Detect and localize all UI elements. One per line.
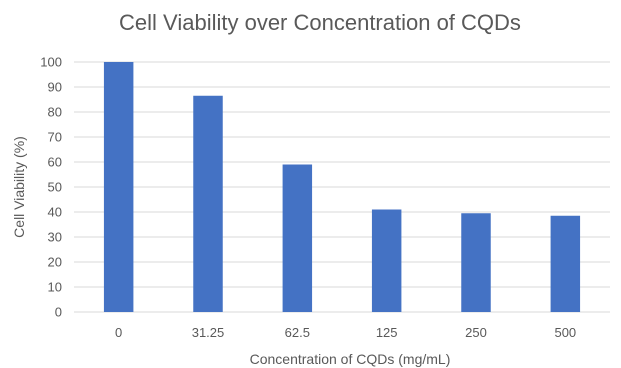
y-tick-label: 60 xyxy=(48,155,62,170)
y-tick-label: 0 xyxy=(55,305,62,320)
x-tick-label: 500 xyxy=(554,325,576,340)
chart-title: Cell Viability over Concentration of CQD… xyxy=(119,10,521,35)
x-tick-label: 0 xyxy=(115,325,122,340)
y-axis-ticks: 0 10 20 30 40 50 60 70 80 90 100 xyxy=(40,55,62,320)
y-tick-label: 100 xyxy=(40,55,62,70)
y-tick-label: 90 xyxy=(48,80,62,95)
y-tick-label: 80 xyxy=(48,105,62,120)
x-tick-label: 250 xyxy=(465,325,487,340)
bar-0 xyxy=(103,62,134,312)
y-tick-label: 70 xyxy=(48,130,62,145)
y-tick-label: 10 xyxy=(48,280,62,295)
bar-250 xyxy=(461,213,491,312)
x-axis-label: Concentration of CQDs (mg/mL) xyxy=(250,351,451,367)
bar-125 xyxy=(371,209,402,312)
bar-31.25 xyxy=(193,95,223,312)
x-tick-label: 125 xyxy=(376,325,398,340)
bars xyxy=(103,62,581,312)
x-tick-label: 31.25 xyxy=(192,325,225,340)
gridlines xyxy=(74,61,610,313)
x-axis-ticks: 0 31.25 62.5 125 250 500 xyxy=(115,325,576,340)
y-tick-label: 50 xyxy=(48,180,62,195)
bar-62.5 xyxy=(282,164,313,312)
x-tick-label: 62.5 xyxy=(285,325,310,340)
y-tick-label: 20 xyxy=(48,255,62,270)
y-tick-label: 40 xyxy=(48,205,62,220)
y-tick-label: 30 xyxy=(48,230,62,245)
bar-500 xyxy=(550,215,581,312)
y-axis-label: Cell Viability (%) xyxy=(11,136,27,238)
